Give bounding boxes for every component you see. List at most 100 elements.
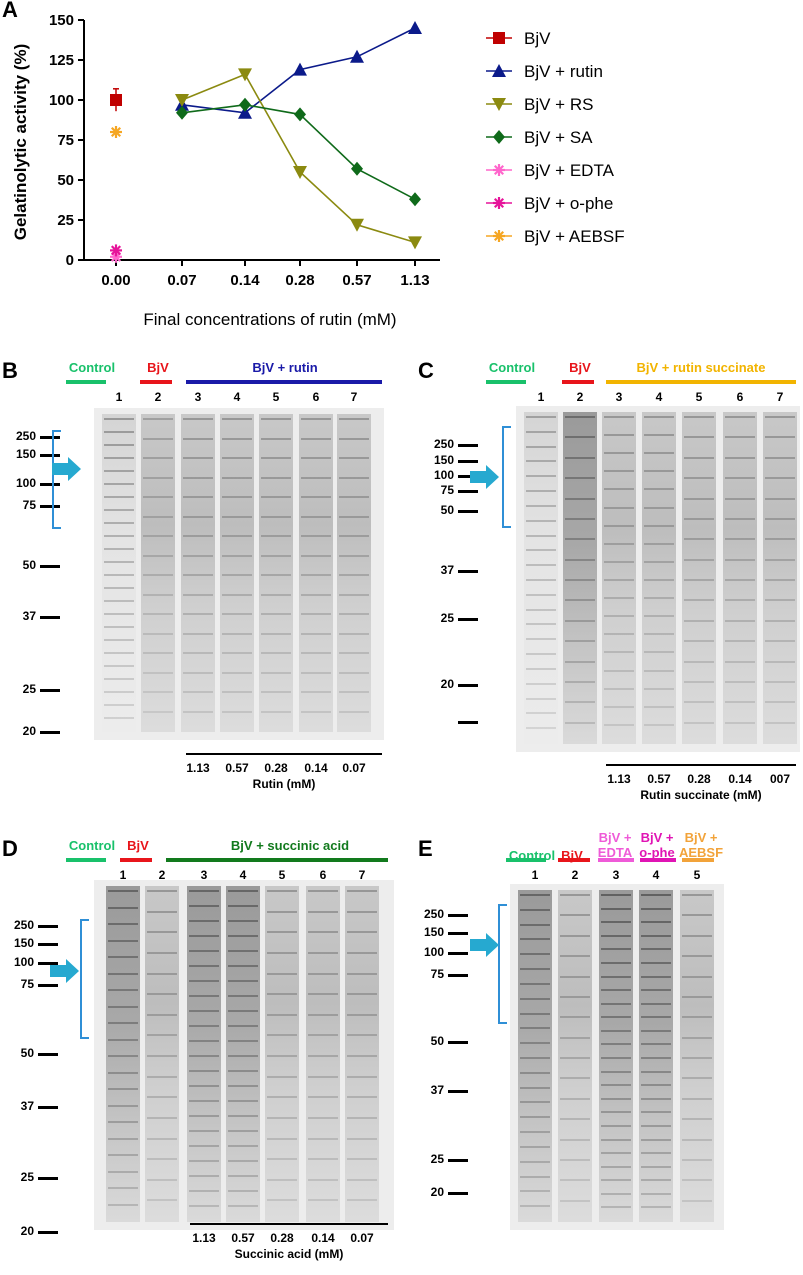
gel-band <box>147 1199 177 1202</box>
gel-lane <box>524 412 558 744</box>
gel-band <box>228 965 258 967</box>
control-label-line: Control <box>68 838 116 853</box>
gel-band <box>143 476 173 479</box>
mw-marker-label: 20 <box>20 1224 34 1238</box>
gel-band <box>339 554 369 557</box>
gel-band <box>143 652 173 654</box>
gel-band <box>520 1145 550 1148</box>
gel-band <box>189 1070 219 1072</box>
panel-label-b: B <box>2 358 18 383</box>
mw-marker-tick <box>38 1106 58 1109</box>
mw-marker-label: 50 <box>20 1046 34 1060</box>
mw-marker-label: 150 <box>433 453 454 467</box>
ophe-label-line: BjV + <box>640 830 674 845</box>
gel-band <box>604 470 634 473</box>
gel-band <box>604 452 634 455</box>
gel-band <box>641 1084 671 1087</box>
gel-band <box>189 1100 219 1102</box>
gel-band <box>601 921 631 924</box>
gel-band <box>261 437 291 440</box>
gel-band <box>520 1057 550 1059</box>
concentration-label: 0.28 <box>270 1231 294 1245</box>
gel-band <box>267 910 297 913</box>
gel-lane <box>723 412 757 744</box>
gel-band <box>565 416 595 418</box>
gel-band <box>347 972 377 975</box>
gel-band <box>267 1075 297 1078</box>
gel-band <box>520 1086 550 1089</box>
gel-band <box>143 574 173 576</box>
gel-band <box>644 416 674 418</box>
gel-band <box>526 549 556 552</box>
x-tick-label: 0.14 <box>230 272 260 289</box>
gel-band <box>261 476 291 479</box>
gel-band <box>189 1145 219 1147</box>
y-tick-label: 125 <box>49 52 74 69</box>
data-point <box>110 94 122 106</box>
control-label-line: Control <box>68 360 116 375</box>
gel-band <box>301 652 331 654</box>
lane-number: 3 <box>615 390 623 404</box>
gel-band <box>347 931 377 934</box>
gel-band <box>520 1205 550 1208</box>
data-point <box>175 94 189 107</box>
legend-entry: BjV + o-phe <box>486 194 613 213</box>
gel-band <box>347 1116 377 1119</box>
gel-band <box>682 1138 712 1141</box>
gel-band <box>682 1057 712 1059</box>
gel-band <box>526 653 556 656</box>
gel-lane <box>599 890 633 1222</box>
gel-band <box>604 687 634 690</box>
gel-band <box>339 535 369 537</box>
gel-band <box>641 1165 671 1168</box>
gel-band <box>108 1203 138 1206</box>
gel-band <box>565 436 595 439</box>
gel-band <box>682 934 712 937</box>
gel-band <box>104 639 134 641</box>
mw-marker-tick <box>38 1177 58 1180</box>
gel-band <box>104 509 134 511</box>
mw-marker-label: 37 <box>440 563 454 577</box>
gel-band <box>682 995 712 998</box>
gel-band <box>189 1055 219 1057</box>
arrow-icon <box>470 933 500 957</box>
gel-band <box>261 710 291 713</box>
bjv-label-line: BjV <box>127 838 149 853</box>
gel-band <box>565 599 595 602</box>
legend-label: BjV + SA <box>524 128 593 147</box>
gel-lane <box>181 414 215 732</box>
gel-band <box>222 437 252 440</box>
gel-band <box>347 890 377 892</box>
concentration-label: 0.57 <box>225 761 249 775</box>
gel-band <box>228 950 258 952</box>
gel-band <box>565 701 595 704</box>
gel-band <box>147 890 177 892</box>
gel-band <box>684 660 714 663</box>
gel-band <box>108 1137 138 1140</box>
gel-band <box>228 1115 258 1117</box>
gel-band <box>682 1199 712 1202</box>
gel-band <box>601 934 631 937</box>
mw-marker-label: 250 <box>423 907 444 921</box>
gel-band <box>601 1111 631 1114</box>
gel-band <box>183 418 213 420</box>
gel-band <box>684 619 714 622</box>
gel-band <box>301 554 331 557</box>
gel-band <box>347 1199 377 1202</box>
gel-band <box>601 948 631 951</box>
concentration-label: 1.13 <box>607 772 631 786</box>
gel-band <box>222 535 252 537</box>
y-tick-label: 25 <box>57 212 74 229</box>
mw-marker-tick <box>448 1090 468 1093</box>
gel-band <box>222 574 252 576</box>
gel-band <box>560 1118 590 1121</box>
gel-lane <box>299 414 333 732</box>
gel-band <box>339 437 369 440</box>
gel-band <box>104 496 134 498</box>
mw-marker-tick <box>448 1192 468 1195</box>
gel-band <box>183 496 213 498</box>
gel-band <box>565 579 595 581</box>
gel-band <box>308 1096 338 1099</box>
gel-band <box>682 1179 712 1182</box>
gel-band <box>526 638 556 641</box>
